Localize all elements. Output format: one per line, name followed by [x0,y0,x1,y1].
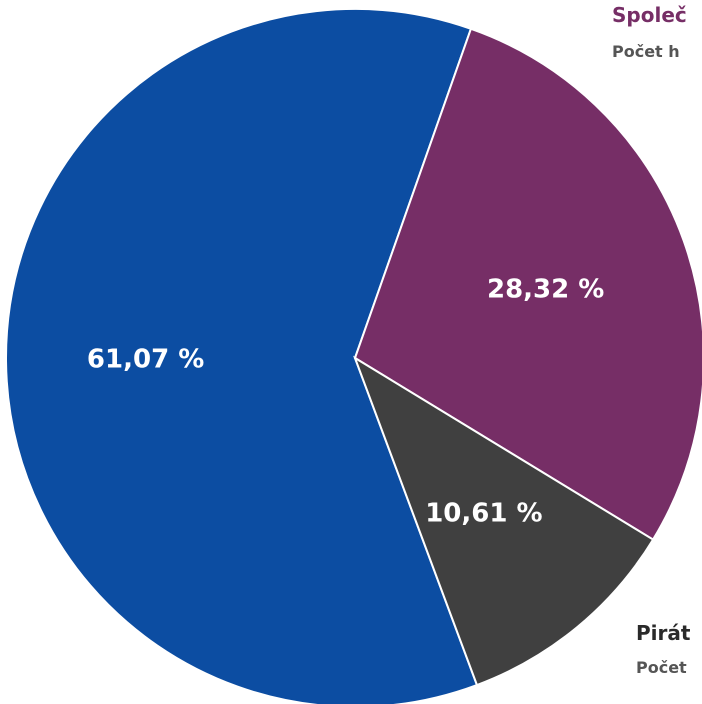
pie-value-label-1: 61,07 % [87,344,204,374]
callout-subtitle-spolec: Počet h [612,42,680,61]
pie-slice-3 [353,355,655,687]
pie-slice-1 [5,8,479,704]
pie-value-labels: 61,07 % 28,32 % 10,61 % [87,275,604,529]
pie-slice-2 [353,27,702,541]
callout-title-pirat: Pirát [636,621,691,645]
callout-subtitle-pirat: Počet [636,658,687,677]
pie-value-label-2: 28,32 % [487,275,604,305]
pie-value-label-3: 10,61 % [425,499,542,529]
callout-title-spolec: Společ [612,3,687,27]
pie-slices [5,8,702,704]
